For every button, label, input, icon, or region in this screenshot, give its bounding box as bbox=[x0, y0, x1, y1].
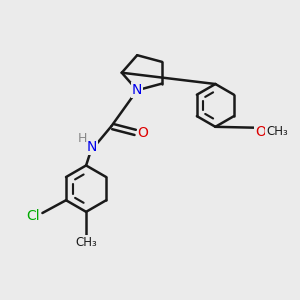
Text: CH₃: CH₃ bbox=[266, 125, 288, 138]
Text: Cl: Cl bbox=[26, 209, 39, 223]
Text: O: O bbox=[138, 126, 148, 140]
Text: O: O bbox=[255, 124, 266, 139]
Text: CH₃: CH₃ bbox=[75, 236, 97, 249]
Text: N: N bbox=[132, 83, 142, 97]
Text: N: N bbox=[87, 140, 97, 154]
Text: H: H bbox=[77, 132, 87, 145]
